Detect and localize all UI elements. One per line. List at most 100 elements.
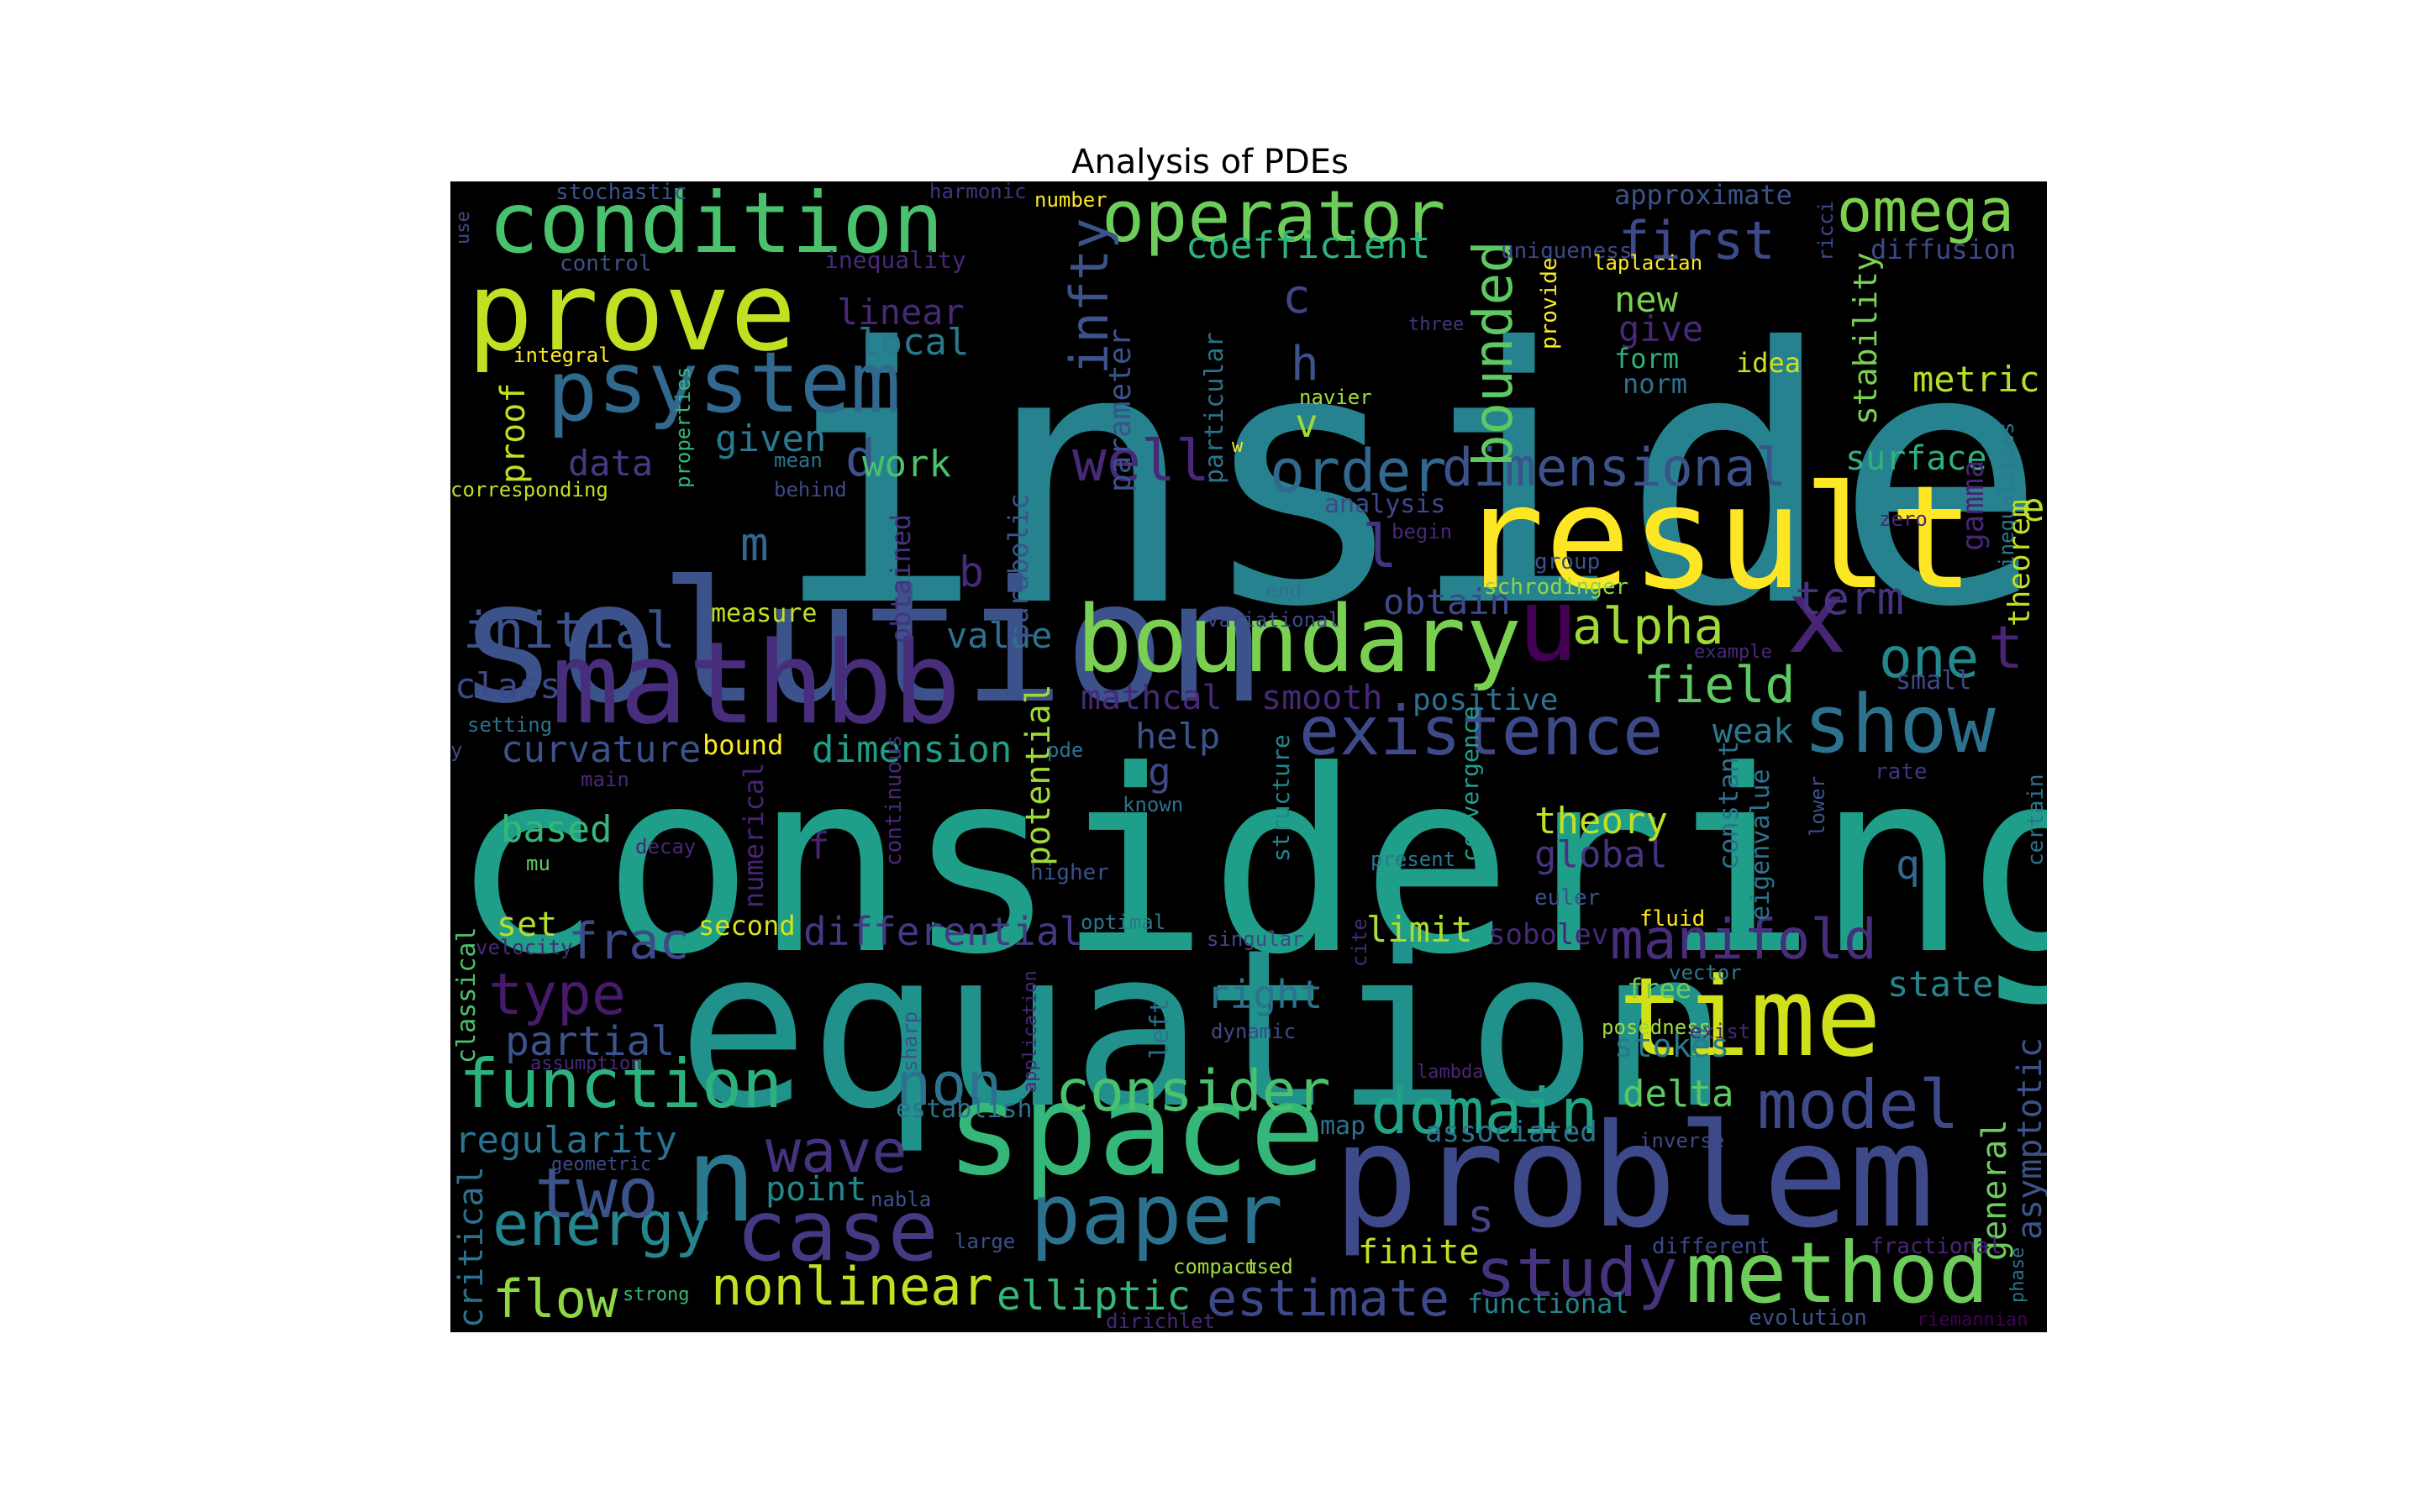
word-gamma: gamma	[1956, 459, 1991, 551]
word-fractional: fractional	[1870, 1234, 2002, 1259]
word-show: show	[1803, 679, 1996, 771]
word-large: large	[955, 1230, 1016, 1253]
word-u: u	[1518, 568, 1579, 685]
word-measure: measure	[711, 599, 818, 628]
word-sharp: sharp	[898, 1011, 922, 1072]
word-result: result	[1459, 455, 1975, 622]
word-linear: linear	[837, 291, 965, 333]
word-mathcal: mathcal	[1081, 679, 1223, 717]
word-type: type	[488, 962, 626, 1028]
word-variational: variational	[1207, 608, 1340, 632]
word-schrodinger: schrodinger	[1484, 575, 1629, 600]
word-setting: setting	[467, 713, 553, 737]
word-singular: singular	[1207, 927, 1304, 951]
word-present: present	[1370, 848, 1456, 871]
word-model: model	[1757, 1066, 1960, 1144]
word-form: form	[1614, 343, 1680, 375]
word-first: first	[1618, 210, 1776, 271]
word-mean: mean	[774, 449, 823, 472]
word-y: y	[450, 738, 463, 762]
word-inequalities: inequalities	[1995, 422, 2018, 568]
word-omega: omega	[1837, 181, 2014, 245]
word-f: f	[808, 825, 830, 868]
word-help: help	[1135, 716, 1221, 757]
word-regularity: regularity	[455, 1119, 677, 1162]
word-zero: zero	[1879, 507, 1928, 531]
word-dimensional: dimensional	[1442, 437, 1787, 498]
word-number: number	[1034, 188, 1107, 212]
word-properties: properties	[671, 366, 695, 489]
word-continuous: continuous	[881, 734, 907, 866]
word-class: class	[455, 665, 561, 706]
word-alpha: alpha	[1572, 597, 1724, 656]
word-partial: partial	[505, 1018, 676, 1065]
word-paper: paper	[1030, 1165, 1284, 1263]
word-analysis: analysis	[1324, 490, 1446, 519]
word-use: use	[453, 211, 474, 244]
word-local: local	[858, 321, 970, 364]
word-condition: condition	[488, 181, 944, 272]
word-end: end	[1265, 579, 1302, 602]
word-b: b	[959, 548, 985, 596]
word-dirichlet: dirichlet	[1106, 1310, 1216, 1332]
word-classical: classical	[452, 927, 481, 1063]
word-free: free	[1627, 973, 1692, 1005]
word-inverse: inverse	[1639, 1129, 1725, 1152]
word-estimate: estimate	[1207, 1269, 1449, 1328]
word-surface: surface	[1845, 439, 1987, 478]
word-velocity: velocity	[476, 936, 573, 959]
word-mu: mu	[526, 852, 550, 875]
word-three: three	[1408, 314, 1465, 335]
word-field: field	[1644, 656, 1796, 715]
word-evolution: evolution	[1749, 1305, 1867, 1331]
word-differential: differential	[803, 909, 1083, 954]
word-optimal: optimal	[1081, 911, 1166, 934]
word-different: different	[1652, 1234, 1770, 1259]
word-numerical: numerical	[738, 762, 770, 908]
word-eigenvalue: eigenvalue	[1746, 769, 1776, 921]
word-operator: operator	[1102, 181, 1446, 259]
word-equation: equation	[677, 903, 1730, 1157]
word-approximate: approximate	[1614, 181, 1792, 211]
word-application: application	[1020, 970, 1041, 1093]
word-establish: establish	[896, 1095, 1033, 1124]
word-cite: cite	[1348, 918, 1371, 967]
word-considering: considering	[450, 717, 2047, 1010]
word-given: given	[715, 417, 827, 460]
word-mathbb: mathbb	[551, 617, 961, 749]
word-g: g	[1148, 749, 1171, 795]
word-system: system	[597, 333, 902, 432]
word-associated: associated	[1425, 1116, 1597, 1149]
word-compact: compact	[1173, 1255, 1259, 1278]
word-parameter: parameter	[1103, 328, 1138, 492]
word-h: h	[1291, 337, 1319, 391]
word-stability: stability	[1847, 252, 1884, 425]
word-finite: finite	[1358, 1233, 1480, 1272]
word-data: data	[568, 443, 654, 484]
word-rate: rate	[1875, 759, 1928, 785]
word-example: example	[1694, 642, 1772, 663]
word-convergence: convergence	[1456, 706, 1484, 862]
word-one: one	[1879, 626, 1980, 690]
word-laplacian: laplacian	[1593, 251, 1703, 275]
word-constant: constant	[1712, 740, 1744, 870]
word-solution: solution	[457, 545, 1267, 741]
word-sobolev: sobolev	[1488, 918, 1609, 952]
word-strong: strong	[623, 1284, 690, 1305]
word-cloud: inside considering equation solution problem…	[450, 181, 2047, 1332]
word-e: e	[2022, 485, 2045, 530]
word-assumption: assumption	[530, 1053, 642, 1074]
word-higher: higher	[1030, 860, 1109, 885]
word-positive: positive	[1413, 683, 1559, 717]
word-s: s	[1467, 1189, 1495, 1242]
word-curvature: curvature	[501, 728, 702, 771]
word-set: set	[497, 906, 558, 944]
word-new: new	[1614, 279, 1678, 320]
word-existence: existence	[1299, 692, 1664, 770]
word-nonlinear: nonlinear	[711, 1256, 993, 1317]
word-stochastic: stochastic	[555, 181, 687, 205]
word-used: used	[1244, 1255, 1293, 1278]
word-corresponding: corresponding	[450, 478, 608, 501]
word-metric: metric	[1912, 359, 2040, 400]
word-problem: problem	[1333, 1094, 1935, 1260]
